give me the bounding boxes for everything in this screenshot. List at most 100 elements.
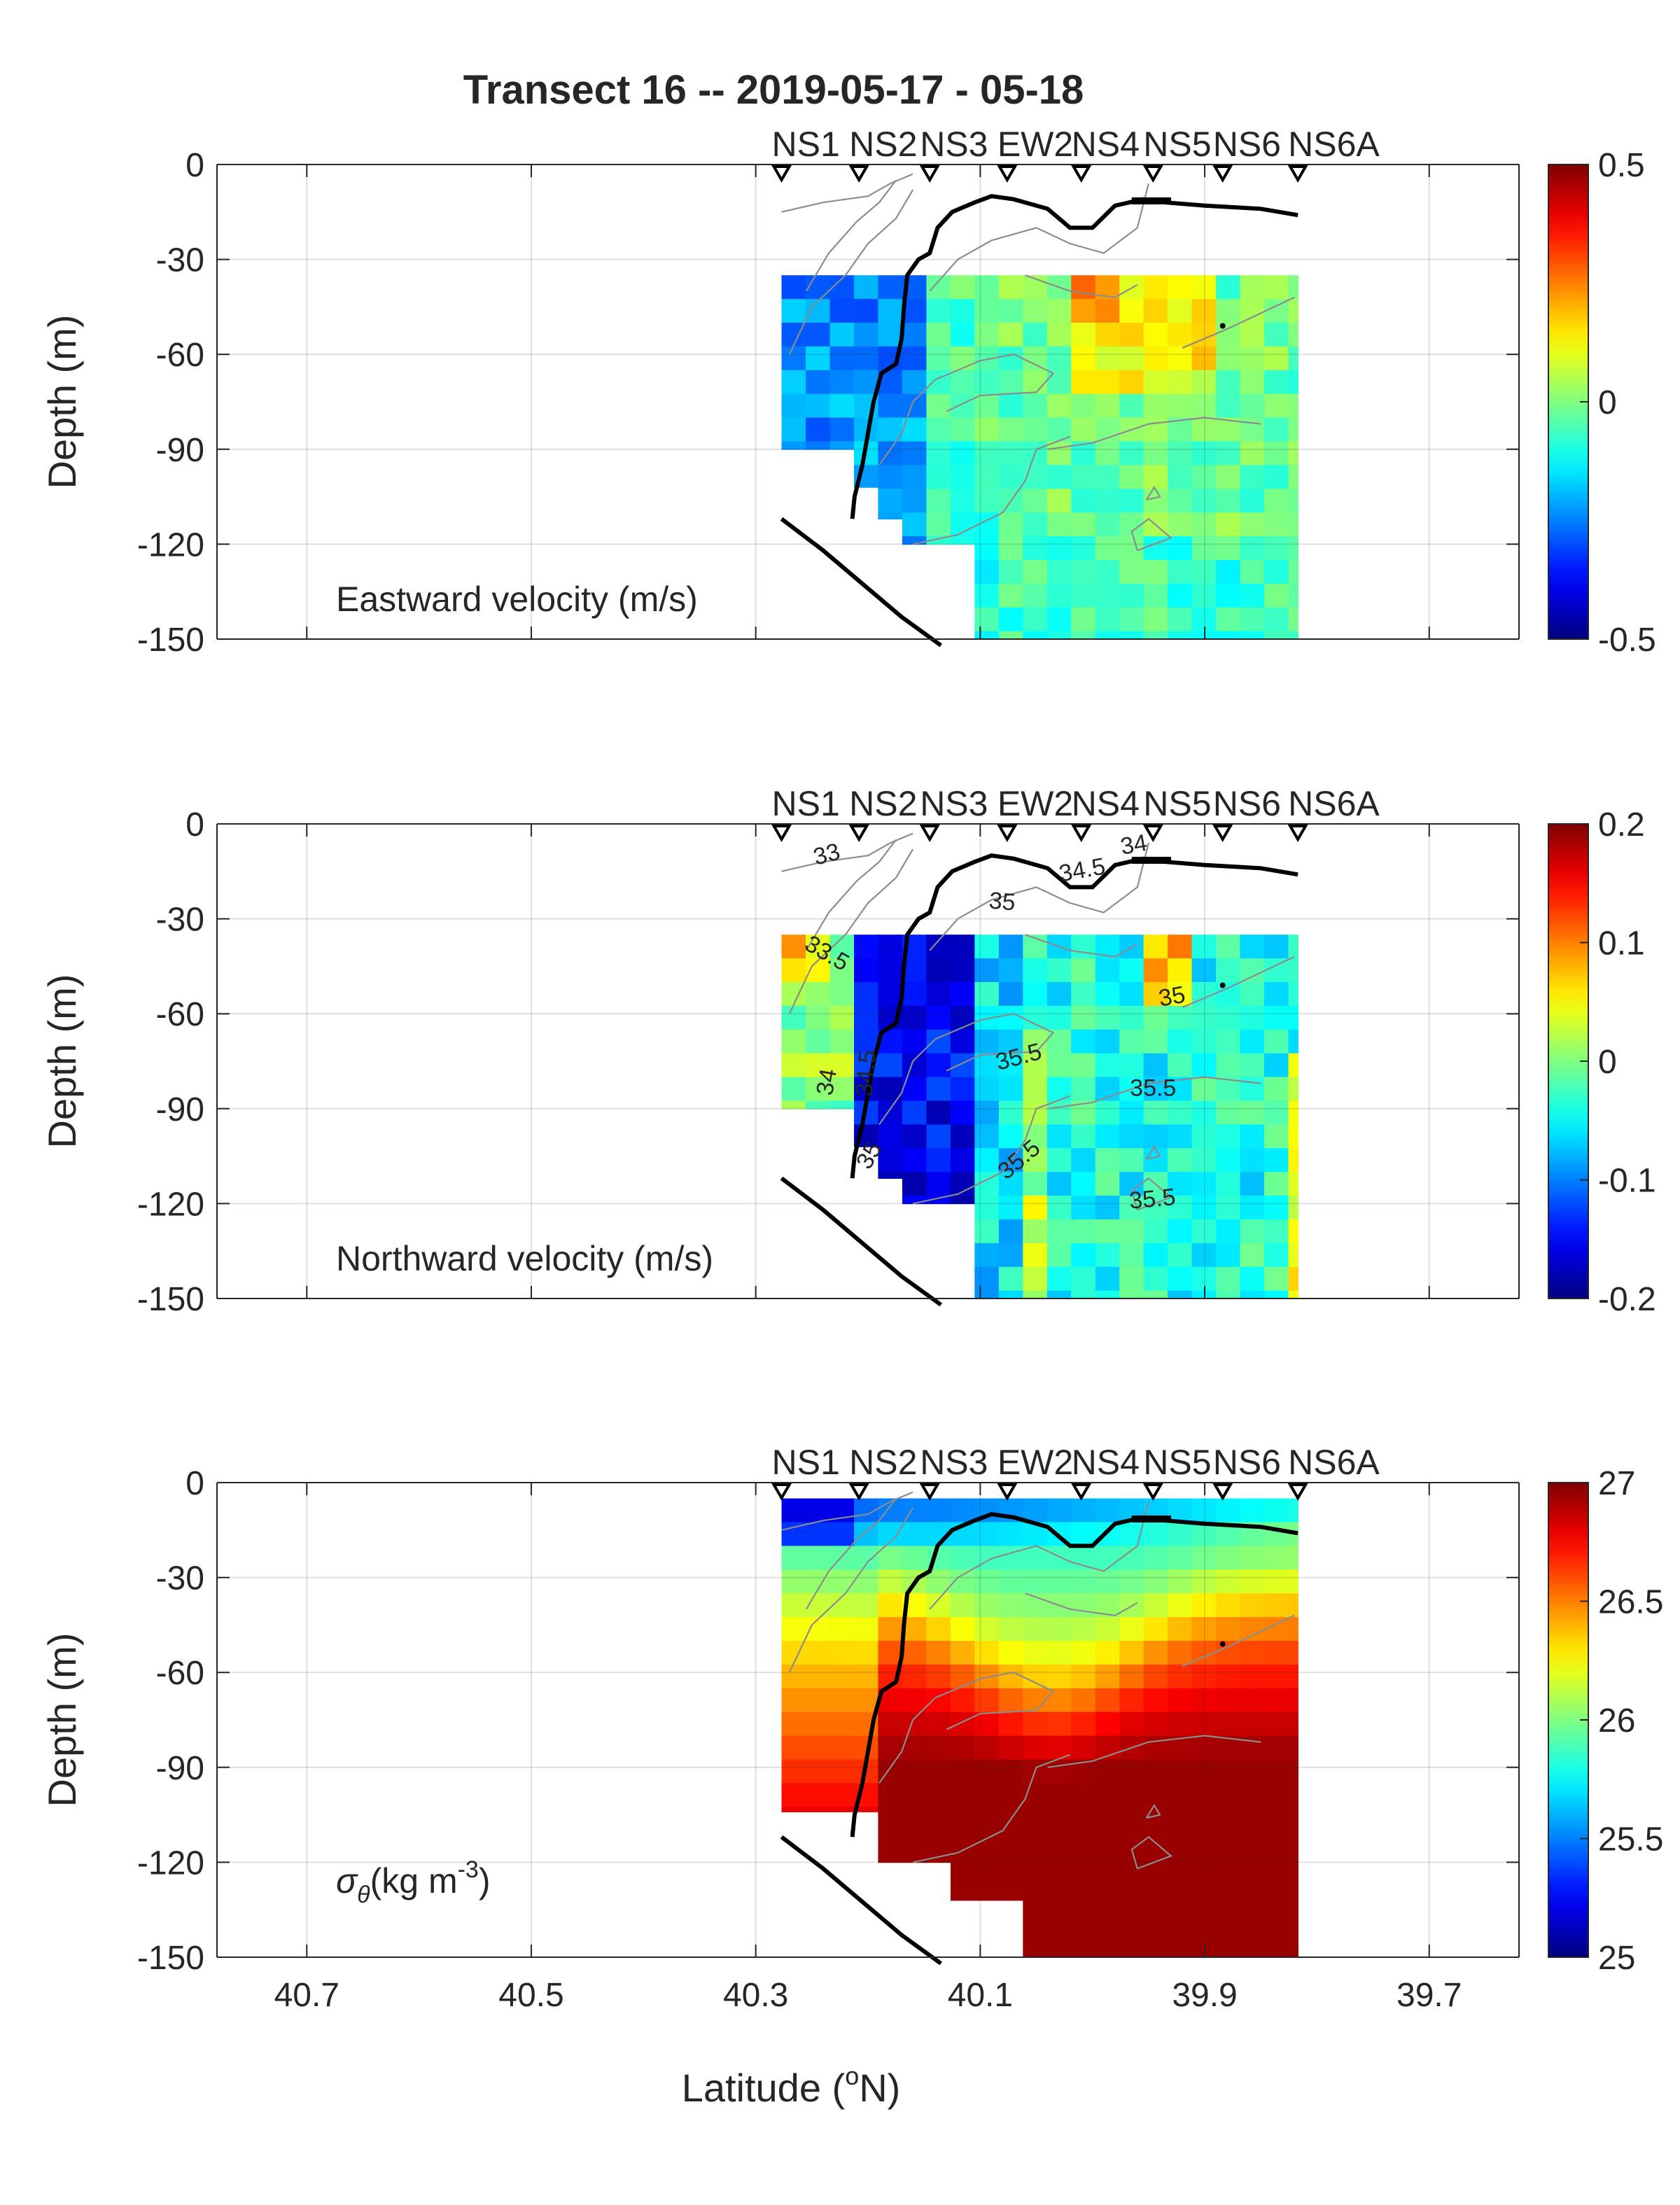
heatmap-cell [1143, 1949, 1168, 1958]
heatmap-cell [902, 1053, 927, 1078]
heatmap-cell [974, 1053, 1000, 1078]
heatmap-cell [1288, 934, 1298, 959]
y-tick-label: -30 [156, 902, 204, 939]
colorbar-tick-label: -0.1 [1598, 1163, 1656, 1200]
heatmap-cell [1264, 1148, 1289, 1172]
heatmap-cell [1143, 1783, 1168, 1808]
heatmap-cell [1191, 346, 1217, 371]
heatmap-cell [1119, 536, 1144, 561]
heatmap-cell [1288, 465, 1298, 490]
heatmap-cell [1071, 1735, 1096, 1760]
heatmap-cell [1119, 370, 1144, 395]
heatmap-cell [1071, 1266, 1096, 1292]
heatmap-cell [950, 1783, 976, 1808]
heatmap-cell [1046, 1148, 1072, 1172]
heatmap-cell [1023, 982, 1048, 1007]
heatmap-cell [1046, 1854, 1072, 1879]
heatmap-cell [902, 1759, 927, 1784]
heatmap-cell [974, 1219, 1000, 1244]
heatmap-cell [1288, 370, 1298, 395]
heatmap-cell [1071, 607, 1096, 632]
heatmap-cell [1119, 1854, 1144, 1879]
heatmap-cell [1023, 1498, 1048, 1523]
salinity-contour [788, 189, 914, 355]
heatmap-cell [926, 982, 951, 1007]
heatmap-cell [1143, 631, 1168, 640]
heatmap-cell [1168, 1688, 1193, 1713]
heatmap-cell [1288, 1830, 1298, 1855]
heatmap-cell [878, 1830, 903, 1855]
heatmap-cell [950, 465, 976, 490]
heatmap-cell [1095, 607, 1120, 632]
heatmap-cell [950, 536, 976, 545]
x-axis-label-end: N) [859, 2066, 900, 2110]
heatmap-cell [1023, 1290, 1048, 1299]
heatmap-cell [1119, 393, 1144, 419]
heatmap-cell [1288, 1641, 1298, 1665]
heatmap-cell [806, 1735, 831, 1760]
heatmap-cell [950, 1029, 976, 1054]
heatmap-cell [1143, 560, 1168, 584]
heatmap-cell [830, 1783, 855, 1808]
heatmap-cell [902, 465, 927, 490]
heatmap-cell [1071, 370, 1096, 395]
heatmap-cell [1095, 1949, 1120, 1958]
station-label: EW2 [997, 784, 1073, 823]
heatmap-cell [1264, 1664, 1289, 1689]
heatmap-cell [830, 417, 855, 442]
station-label: NS6 [1213, 784, 1281, 823]
heatmap-cell [1095, 1522, 1120, 1547]
heatmap-cell [878, 1148, 903, 1172]
station-label: NS2 [849, 784, 917, 823]
salinity-contour [929, 1501, 1149, 1610]
heatmap-cell [1216, 1783, 1241, 1808]
x-tick-label: 40.3 [723, 1977, 788, 2014]
heatmap [781, 1498, 1298, 1958]
heatmap-cell [1143, 1124, 1168, 1149]
heatmap-cell [1216, 1854, 1241, 1879]
salinity-contour [1182, 955, 1295, 1009]
heatmap-cell [1191, 1617, 1217, 1642]
heatmap-cell [1071, 1593, 1096, 1618]
heatmap-cell [998, 631, 1024, 640]
heatmap-cell [1046, 958, 1072, 983]
heatmap-cell [1264, 1124, 1289, 1149]
y-tick-label: -90 [156, 1091, 204, 1128]
colorbar-tick-label: -0.2 [1598, 1281, 1656, 1318]
heatmap-cell [998, 1759, 1024, 1784]
heatmap-cell [1071, 1878, 1096, 1903]
heatmap-cell [974, 536, 1000, 561]
heatmap-cell [1168, 1005, 1193, 1030]
heatmap-cell [926, 346, 951, 371]
salinity-contour [1047, 1735, 1261, 1768]
heatmap-cell [1264, 1759, 1289, 1784]
station-label: NS3 [920, 784, 988, 823]
heatmap-cell [1288, 1290, 1298, 1299]
heatmap-cell [830, 1641, 855, 1665]
heatmap-cell [1023, 1641, 1048, 1665]
heatmap-cell [806, 346, 831, 371]
heatmap-cell [878, 1712, 903, 1737]
heatmap-cell [1288, 323, 1298, 347]
heatmap-cell [830, 1522, 855, 1547]
heatmap-cell [950, 393, 976, 419]
heatmap-cell [1216, 631, 1241, 640]
heatmap-cell [830, 1759, 855, 1784]
heatmap-cell [1023, 1005, 1048, 1030]
colorbar-tick-label: 26 [1598, 1702, 1635, 1740]
heatmap-cell [950, 512, 976, 537]
heatmap-cell [1071, 1830, 1096, 1855]
heatmap-cell [830, 1712, 855, 1737]
heatmap-cell [1095, 958, 1120, 983]
y-tick-label: -150 [137, 1281, 204, 1318]
heatmap-cell [806, 1664, 831, 1689]
heatmap-cell [830, 982, 855, 1007]
heatmap-cell [1143, 607, 1168, 632]
heatmap-cell [1264, 1290, 1289, 1299]
heatmap-cell [1288, 607, 1298, 632]
heatmap-cell [1143, 1219, 1168, 1244]
heatmap-cell [1143, 1925, 1168, 1950]
heatmap-cell [878, 1569, 903, 1594]
heatmap-cell [1288, 1807, 1298, 1831]
